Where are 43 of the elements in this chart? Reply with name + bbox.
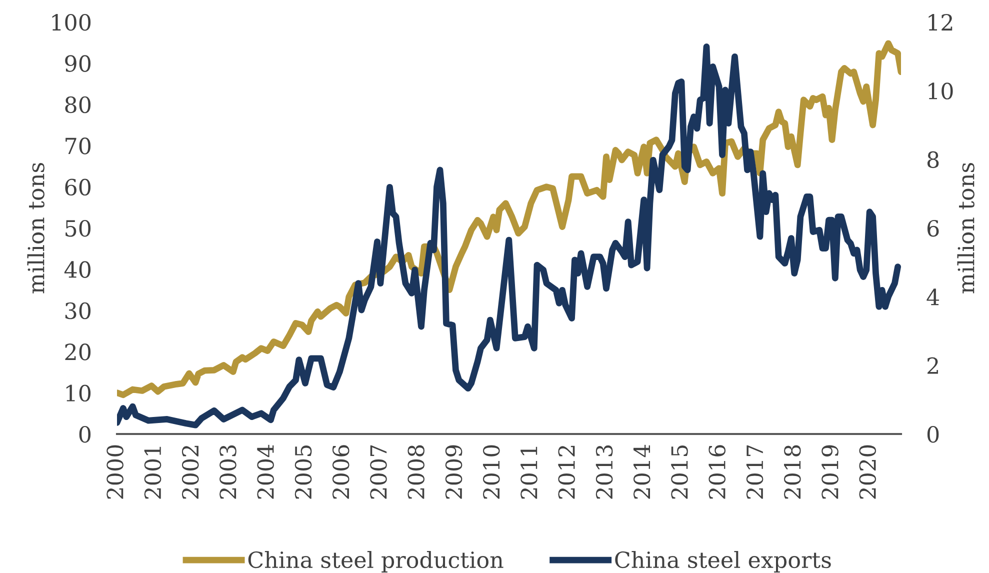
y2-tick-label: 12 bbox=[928, 14, 952, 30]
y2-tick-label: 0 bbox=[927, 426, 939, 443]
y-tick-label: 30 bbox=[65, 302, 91, 320]
y-axis-title: million tons bbox=[27, 163, 44, 294]
x-tick-label: 2011 bbox=[520, 446, 538, 499]
y-tick-label: 90 bbox=[65, 55, 91, 72]
legend-label: China steel production bbox=[248, 550, 504, 572]
y2-tick-label: 4 bbox=[926, 288, 940, 306]
x-tick-label: 2014 bbox=[633, 444, 650, 499]
y-tick-label: 60 bbox=[65, 178, 91, 196]
y2-tick-label: 8 bbox=[927, 151, 939, 168]
x-tick-label: 2015 bbox=[671, 445, 688, 499]
x-tick-label: 2001 bbox=[144, 446, 162, 499]
x-tick-label: 2012 bbox=[558, 446, 575, 499]
y-tick-label: 20 bbox=[65, 344, 91, 360]
x-tick-label: 2019 bbox=[822, 445, 838, 499]
y2-axis-title: million tons bbox=[957, 163, 974, 294]
y2-tick-label: 6 bbox=[927, 220, 939, 237]
x-tick-label: 2005 bbox=[294, 445, 312, 499]
x-tick-label: 2002 bbox=[182, 446, 199, 499]
legend-label: China steel exports bbox=[615, 550, 831, 572]
x-tick-label: 2007 bbox=[370, 445, 387, 499]
y-tick-label: 70 bbox=[66, 138, 91, 154]
x-tick-label: 2016 bbox=[708, 445, 726, 499]
x-tick-label: 2009 bbox=[445, 445, 462, 499]
y-tick-label: 50 bbox=[66, 220, 91, 237]
x-tick-label: 2010 bbox=[482, 445, 500, 499]
y-tick-label: 0 bbox=[79, 426, 91, 443]
x-tick-label: 2013 bbox=[596, 445, 613, 499]
x-tick-label: 2017 bbox=[746, 445, 764, 499]
x-tick-label: 2003 bbox=[220, 445, 236, 499]
y2-tick-label: 2 bbox=[928, 357, 938, 374]
x-tick-label: 2020 bbox=[859, 445, 876, 499]
x-tick-label: 2008 bbox=[408, 445, 424, 499]
y-tick-label: 80 bbox=[65, 96, 91, 114]
y2-tick-label: 10 bbox=[928, 82, 953, 100]
x-tick-label: 2000 bbox=[106, 445, 124, 499]
x-tick-label: 2004 bbox=[257, 444, 274, 499]
y-tick-label: 100 bbox=[52, 14, 91, 31]
y-tick-label: 10 bbox=[66, 384, 91, 402]
x-tick-label: 2018 bbox=[784, 445, 801, 499]
x-tick-label: 2006 bbox=[332, 445, 350, 499]
y-tick-label: 40 bbox=[64, 261, 91, 278]
